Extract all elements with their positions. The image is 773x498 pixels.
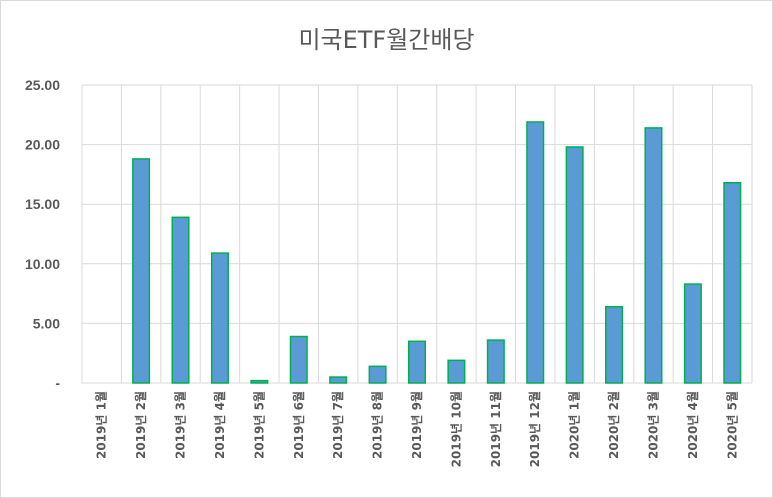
bar <box>329 376 348 384</box>
y-tick-label: 25.00 <box>25 77 60 93</box>
y-axis-ticks: - 5.00 10.00 15.00 20.00 25.00 <box>25 77 60 391</box>
x-tick-label: 2019년 6월 <box>291 391 306 459</box>
chart-title: 미국ETF월간배당 <box>298 26 475 54</box>
bar <box>723 181 742 384</box>
bar <box>171 216 190 384</box>
bar <box>368 365 387 384</box>
bars <box>132 121 742 384</box>
bar <box>683 283 702 384</box>
x-tick-label: 2020년 4월 <box>685 391 700 459</box>
x-tick-label: 2019년 2월 <box>133 391 148 459</box>
bar <box>210 252 229 384</box>
bar <box>565 146 584 384</box>
x-axis-ticks: 2019년 1월 2019년 2월 2019년 3월 2019년 4월 2019년 5월… <box>94 391 740 467</box>
x-tick-label: 2019년 10월 <box>448 391 463 467</box>
y-tick-label: 10.00 <box>25 256 60 272</box>
y-tick-label: 5.00 <box>33 315 60 331</box>
gridlines <box>81 84 753 384</box>
bar <box>407 340 427 384</box>
x-tick-label: 2019년 4월 <box>212 391 227 459</box>
x-tick-label: 2020년 3월 <box>645 391 660 459</box>
bar <box>486 339 505 384</box>
bar <box>526 121 545 384</box>
x-tick-label: 2020년 2월 <box>606 391 621 459</box>
y-tick-label: - <box>55 375 60 391</box>
y-tick-label: 20.00 <box>25 137 60 153</box>
x-tick-label: 2019년 11월 <box>488 391 503 467</box>
x-tick-label: 2019년 1월 <box>94 391 109 459</box>
x-tick-label: 2019년 8월 <box>370 391 385 459</box>
y-tick-label: 15.00 <box>25 196 60 212</box>
bar <box>644 127 663 384</box>
x-tick-label: 2019년 5월 <box>251 391 266 459</box>
bar <box>605 305 624 384</box>
bar <box>132 158 151 384</box>
x-tick-label: 2019년 12월 <box>527 391 542 467</box>
bar <box>289 335 308 384</box>
bar <box>250 379 269 384</box>
x-tick-label: 2019년 3월 <box>173 391 188 459</box>
x-tick-label: 2020년 5월 <box>724 391 739 459</box>
x-tick-label: 2019년 9월 <box>409 391 424 459</box>
x-tick-label: 2020년 1월 <box>567 391 582 459</box>
x-tick-label: 2019년 7월 <box>330 391 345 459</box>
bar <box>447 359 466 384</box>
